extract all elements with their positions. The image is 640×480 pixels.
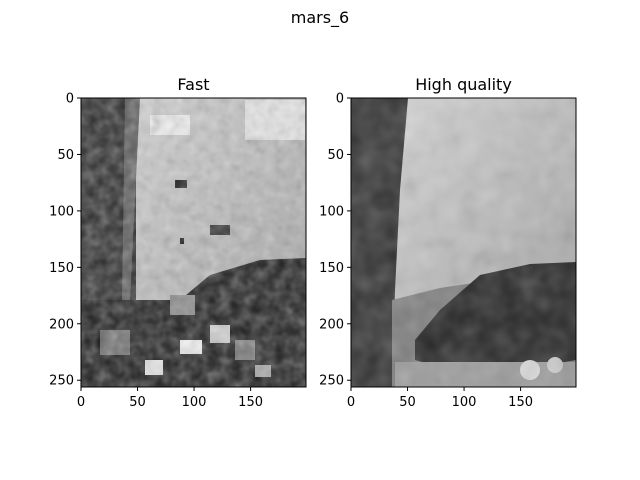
y-axis: 0 50 100 150 200 250	[319, 92, 351, 389]
chart-title: High quality	[415, 75, 512, 94]
chart-high-quality: High quality 0 50 100 150 0 50 100 150 200 250	[319, 75, 577, 410]
x-tick-label: 50	[399, 395, 416, 410]
x-tick-label: 150	[238, 395, 263, 410]
x-axis: 0 50 100 150	[347, 387, 533, 410]
heatmap-image	[81, 98, 306, 387]
x-tick-label: 150	[508, 395, 533, 410]
x-tick-label: 100	[182, 395, 207, 410]
y-tick-label: 100	[49, 204, 74, 219]
plot-frame	[80, 97, 307, 388]
y-tick-label: 50	[327, 148, 344, 163]
x-tick-label: 50	[129, 395, 146, 410]
plot-frame	[350, 97, 577, 388]
y-tick-label: 100	[319, 204, 344, 219]
figure-title: mars_6	[290, 8, 350, 27]
y-tick-label: 250	[319, 374, 344, 389]
y-tick-label: 200	[49, 317, 74, 332]
y-tick-label: 250	[49, 374, 74, 389]
y-tick-label: 200	[319, 317, 344, 332]
y-tick-label: 150	[49, 261, 74, 276]
x-tick-label: 0	[77, 395, 85, 410]
chart-title: Fast	[177, 75, 209, 94]
y-axis: 0 50 100 150 200 250	[49, 92, 81, 389]
x-tick-label: 0	[347, 395, 355, 410]
heatmap-image	[351, 98, 576, 387]
y-tick-label: 0	[66, 92, 74, 107]
x-axis: 0 50 100 150	[77, 387, 263, 410]
y-tick-label: 0	[336, 92, 344, 107]
chart-fast: Fast 0 50 100 150 0 50 100 150 200 250	[49, 75, 307, 410]
y-tick-label: 50	[57, 148, 74, 163]
x-tick-label: 100	[452, 395, 477, 410]
y-tick-label: 150	[319, 261, 344, 276]
